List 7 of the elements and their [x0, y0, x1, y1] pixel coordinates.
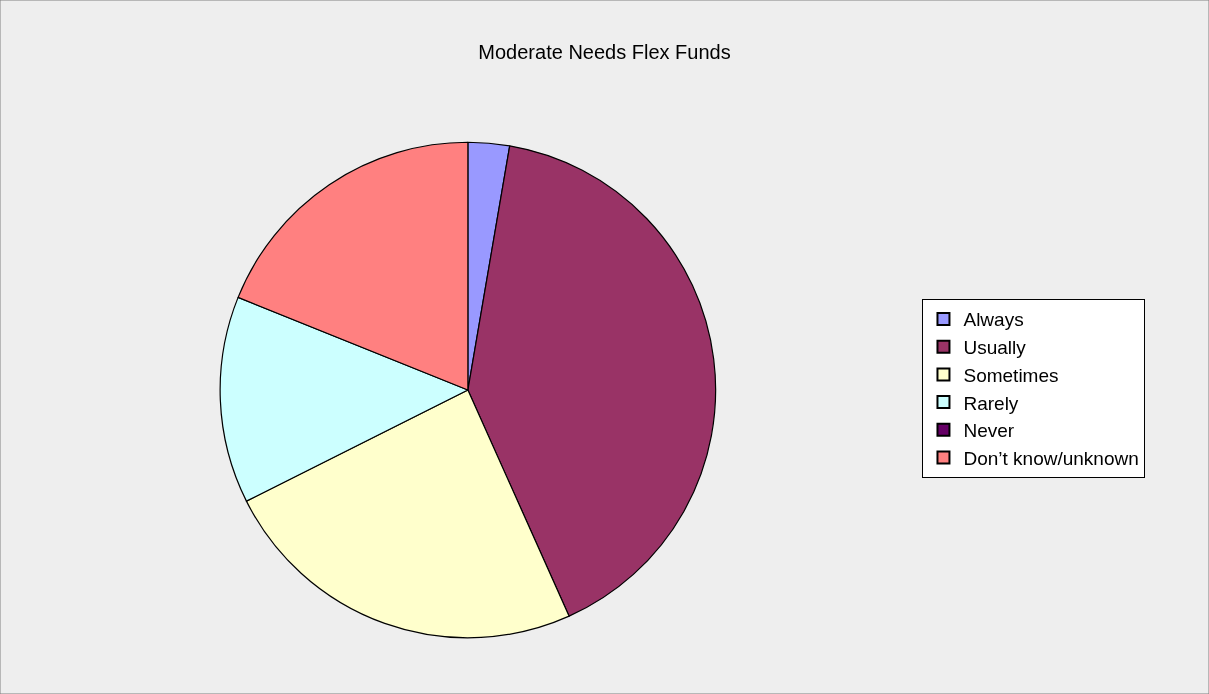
legend-label: Always — [963, 309, 1024, 331]
legend-label: Usually — [963, 337, 1027, 359]
chart-title: Moderate Needs Flex Funds — [478, 41, 731, 63]
legend-label: Don’t know/unknown — [963, 447, 1139, 469]
legend-label: Rarely — [963, 392, 1019, 414]
legend-label: Never — [963, 420, 1015, 442]
legend-label: Sometimes — [963, 364, 1059, 386]
